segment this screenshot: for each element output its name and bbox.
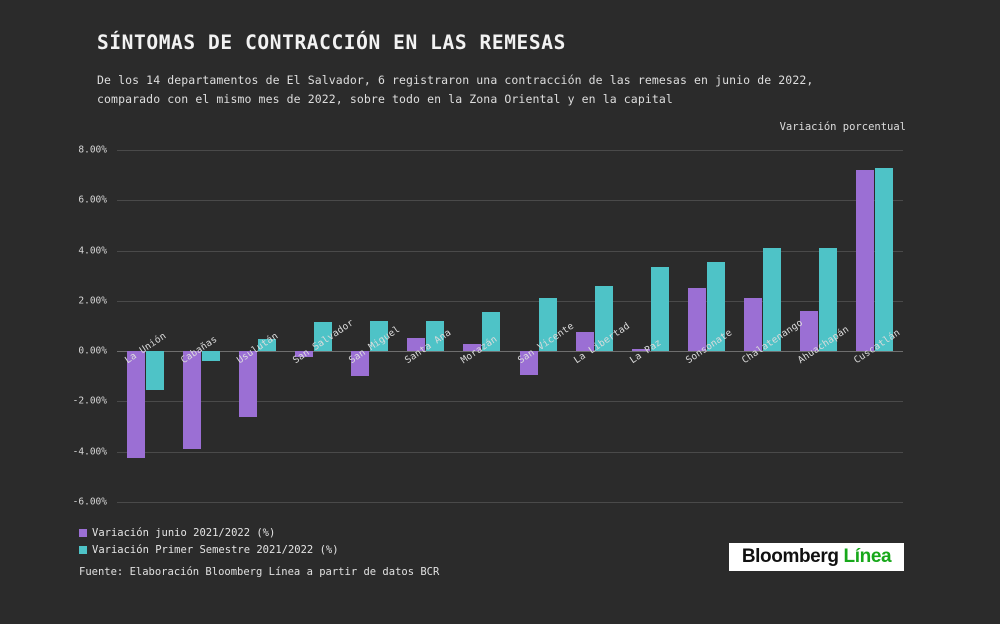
chart-subtitle: De los 14 departamentos de El Salvador, … (97, 73, 814, 106)
bar-group (510, 150, 566, 502)
gridline (117, 250, 903, 252)
bar[interactable] (351, 351, 370, 377)
y-axis-tick-label: -2.00% (72, 395, 107, 407)
bar[interactable] (407, 338, 426, 352)
y-axis-tick-label: -4.00% (72, 446, 107, 458)
bar[interactable] (687, 288, 706, 352)
bar[interactable] (706, 261, 725, 352)
bar[interactable] (482, 312, 501, 352)
bar-group (622, 150, 678, 502)
gridline (117, 401, 903, 403)
legend-label: Variación Primer Semestre 2021/2022 (%) (92, 543, 339, 556)
bar[interactable] (800, 310, 819, 352)
bar[interactable] (201, 351, 220, 362)
bar-group (285, 150, 341, 502)
bar-group (117, 150, 173, 502)
y-axis-tick-label: -6.00% (72, 496, 107, 508)
legend-swatch-icon (79, 528, 87, 537)
bar[interactable] (631, 349, 650, 352)
bar[interactable] (650, 266, 669, 352)
bar[interactable] (856, 170, 875, 352)
legend-label: Variación junio 2021/2022 (%) (92, 526, 276, 539)
legend-swatch-icon (79, 545, 87, 554)
source-note: Fuente: Elaboración Bloomberg Línea a pa… (79, 566, 440, 578)
plot-area: La Unión Cabañas Usulután San Salvador San M… (117, 150, 903, 503)
bar[interactable] (426, 320, 445, 352)
bloomberg-linea-logo: Bloomberg Línea (729, 543, 904, 571)
y-axis-tick-label: 6.00% (78, 194, 107, 206)
bar[interactable] (238, 351, 257, 417)
bar[interactable] (126, 351, 145, 458)
bar-group (173, 150, 229, 502)
bar[interactable] (763, 248, 782, 352)
bar[interactable] (519, 351, 538, 376)
y-axis-tick-label: 4.00% (78, 245, 107, 257)
bar-group (791, 150, 847, 502)
gridline (117, 502, 903, 503)
bar[interactable] (463, 344, 482, 352)
y-axis-tick-label: 0.00% (78, 345, 107, 357)
gridline (117, 300, 903, 302)
bar[interactable] (538, 298, 557, 352)
bar[interactable] (370, 321, 389, 352)
y-axis-tick-label: 8.00% (78, 144, 107, 156)
y-axis: 8.00% 6.00% 4.00% 2.00% 0.00% -2.00% -4.00% -6.… (0, 145, 113, 508)
bar-group (454, 150, 510, 502)
bar[interactable] (257, 338, 276, 352)
bar-group (342, 150, 398, 502)
bar[interactable] (594, 286, 613, 352)
y-axis-tick-label: 2.00% (78, 295, 107, 307)
bar[interactable] (875, 167, 894, 352)
bar[interactable] (294, 351, 313, 358)
gridline (117, 451, 903, 453)
bar[interactable] (744, 298, 763, 352)
gridline (117, 150, 903, 151)
bar-group (398, 150, 454, 502)
axis-unit-label: Variación porcentual (779, 121, 906, 133)
bar[interactable] (145, 351, 164, 391)
bar-group (229, 150, 285, 502)
bars-layer (117, 150, 903, 502)
bar[interactable] (182, 351, 201, 450)
page-title: SÍNTOMAS DE CONTRACCIÓN EN LAS REMESAS (97, 31, 566, 54)
chart-legend: Variación junio 2021/2022 (%) Variación P… (79, 524, 339, 558)
gridline (117, 200, 903, 202)
bar-group (847, 150, 903, 502)
bar-group (678, 150, 734, 502)
bar[interactable] (819, 248, 838, 352)
logo-primary-text: Bloomberg (741, 546, 839, 567)
bar[interactable] (313, 322, 332, 352)
bar-group (566, 150, 622, 502)
legend-item[interactable]: Variación Primer Semestre 2021/2022 (%) (79, 541, 339, 558)
bar[interactable] (575, 332, 594, 352)
bar-group (735, 150, 791, 502)
gridline (117, 351, 903, 353)
logo-accent-text: Línea (843, 546, 892, 567)
legend-item[interactable]: Variación junio 2021/2022 (%) (79, 524, 339, 541)
